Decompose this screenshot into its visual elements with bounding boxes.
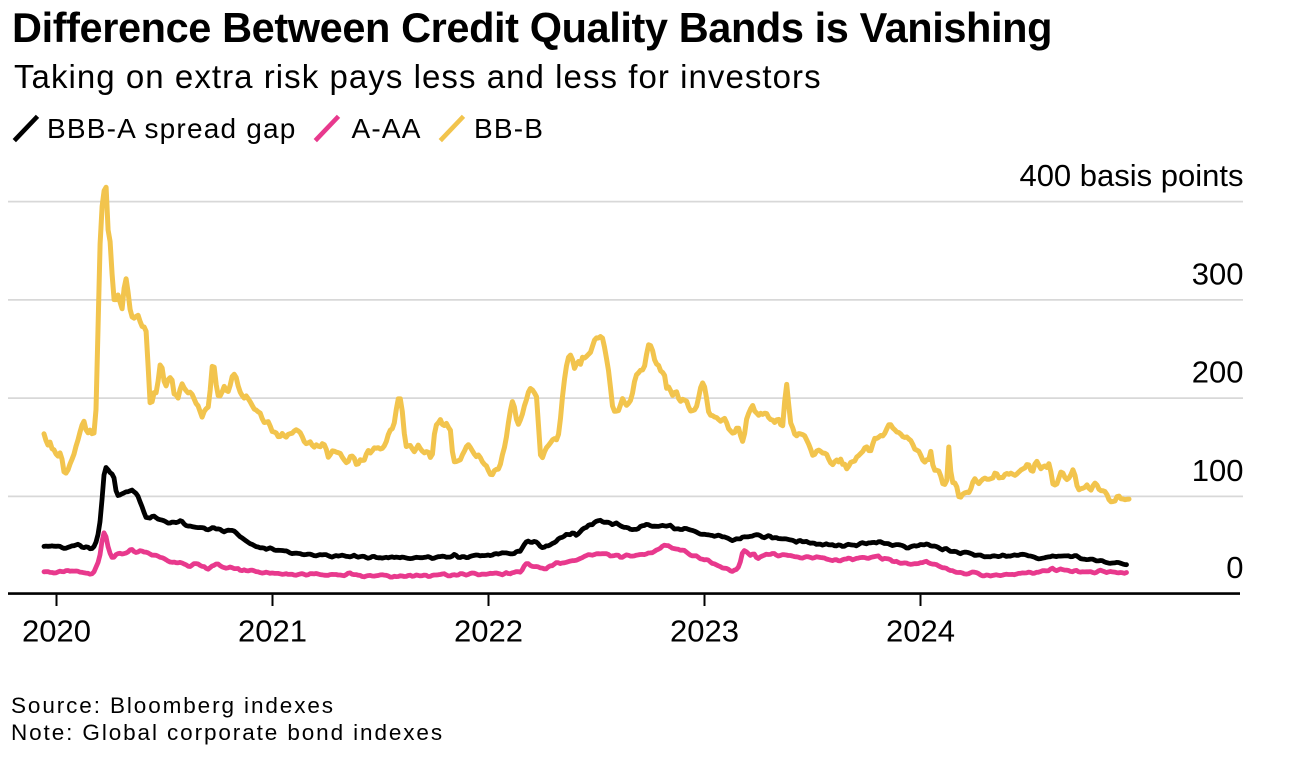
svg-text:300: 300 bbox=[1192, 256, 1244, 291]
svg-text:2021: 2021 bbox=[238, 614, 307, 649]
svg-text:2023: 2023 bbox=[670, 614, 739, 649]
svg-text:2020: 2020 bbox=[22, 614, 91, 649]
svg-text:200: 200 bbox=[1192, 355, 1244, 390]
svg-text:400 basis points: 400 basis points bbox=[1019, 158, 1243, 193]
svg-text:100: 100 bbox=[1192, 453, 1244, 488]
svg-text:2022: 2022 bbox=[454, 614, 523, 649]
svg-text:2024: 2024 bbox=[886, 614, 955, 649]
svg-text:0: 0 bbox=[1226, 550, 1243, 585]
